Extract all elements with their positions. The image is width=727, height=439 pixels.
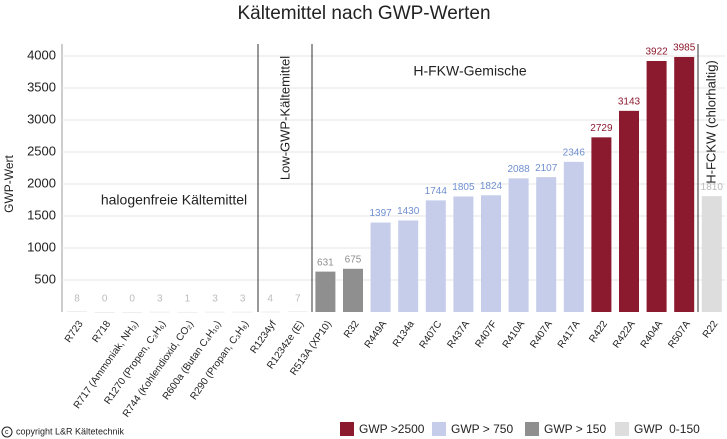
chart-title: Kältemittel nach GWP-Werten — [237, 3, 490, 24]
y-tick-label: 1500 — [27, 207, 56, 222]
x-tick-label: R407F — [473, 319, 499, 350]
x-tick-label: R422A — [611, 319, 638, 351]
value-label: 0 — [102, 294, 108, 305]
value-label: 1744 — [425, 186, 448, 197]
y-tick-label: 3500 — [27, 79, 56, 94]
legend: GWP >2500 GWP > 750 GWP > 150 GWP 0-150 — [340, 422, 700, 436]
x-tick-label: R134a — [391, 319, 417, 350]
value-label: 1 — [185, 294, 191, 305]
x-tick-label: R404A — [639, 319, 666, 351]
bar — [260, 311, 281, 313]
bar — [67, 311, 87, 312]
y-axis-label: GWP-Wert — [2, 154, 16, 212]
y-tick-label: 4000 — [27, 47, 56, 62]
legend-label: GWP 0-150 — [634, 422, 700, 436]
x-tick-label: R437A — [445, 319, 472, 351]
legend-label: GWP > 150 — [544, 422, 606, 436]
value-label: 3 — [240, 294, 246, 305]
bar — [453, 196, 474, 312]
x-tick-label: R507A — [666, 319, 693, 351]
value-label: 1805 — [452, 182, 475, 193]
value-label: 2346 — [563, 147, 586, 158]
x-tick-label: R410A — [501, 319, 528, 351]
legend-label: GWP > 750 — [451, 422, 513, 436]
value-label: 7 — [295, 294, 301, 305]
y-tick-label: 3000 — [27, 111, 56, 126]
bar — [205, 311, 225, 313]
y-tick-label: 500 — [34, 271, 56, 286]
value-label: 0 — [129, 294, 135, 305]
copyright-c: c — [5, 429, 9, 436]
bar — [177, 311, 198, 313]
bar — [94, 312, 115, 313]
bar — [398, 220, 419, 312]
y-tick-label: 1000 — [27, 239, 56, 254]
annotation: halogenfreie Kältemittel — [101, 192, 247, 208]
bar — [701, 196, 722, 312]
value-label: 631 — [317, 257, 334, 268]
bar — [646, 60, 667, 312]
value-label: 1810 — [701, 182, 724, 193]
x-tick-label: R422 — [587, 319, 610, 345]
legend-swatch — [340, 422, 354, 436]
bar — [563, 161, 584, 312]
bar — [343, 268, 363, 312]
y-tick-label: 2000 — [27, 175, 56, 190]
value-label: 3143 — [618, 96, 641, 107]
x-tick-label: R449A — [363, 319, 390, 351]
legend-swatch — [525, 422, 539, 436]
value-label: 3 — [157, 294, 163, 305]
value-label: 1397 — [369, 208, 392, 219]
bar — [591, 137, 612, 312]
annotation: H-FCKW (chlorhaltig) — [703, 60, 718, 184]
x-tick-label: R417A — [556, 319, 583, 351]
value-label: 1430 — [397, 206, 420, 217]
bar — [536, 177, 557, 312]
x-tick-label: R718 — [90, 319, 113, 345]
value-label: 3985 — [673, 43, 696, 54]
value-label: 3922 — [645, 47, 668, 58]
bar — [232, 311, 253, 313]
x-tick-label: R32 — [342, 319, 362, 341]
x-tick-label: R22 — [701, 319, 721, 341]
x-tick-label: R407A — [528, 319, 555, 351]
copyright-icon — [1, 426, 13, 438]
value-label: 675 — [345, 254, 362, 265]
value-label: 4 — [267, 294, 273, 305]
bar — [619, 110, 639, 313]
legend-swatch — [432, 422, 446, 436]
bar — [287, 311, 308, 313]
value-label: 2729 — [590, 123, 613, 134]
value-label: 8 — [74, 294, 80, 305]
annotation: Low-GWP-Kältemittel — [277, 56, 292, 180]
bar — [425, 200, 446, 312]
bar — [674, 56, 695, 313]
legend-swatch — [615, 422, 629, 436]
value-label: 2107 — [535, 163, 558, 174]
bar — [149, 311, 170, 313]
bar — [122, 312, 143, 313]
bar — [315, 271, 336, 312]
x-tick-label: R407C — [418, 319, 445, 351]
value-label: 1824 — [480, 181, 503, 192]
legend-label: GWP >2500 — [359, 422, 425, 436]
bar — [370, 222, 391, 312]
value-label: 3 — [212, 294, 218, 305]
x-tick-label: R723 — [63, 319, 86, 345]
value-label: 2088 — [507, 164, 530, 175]
y-tick-label: 2500 — [27, 143, 56, 158]
footer: copyright L&R Kältetechnik — [16, 426, 125, 436]
bar — [508, 178, 529, 312]
bar — [481, 195, 501, 312]
annotation: H-FKW-Gemische — [413, 63, 527, 79]
